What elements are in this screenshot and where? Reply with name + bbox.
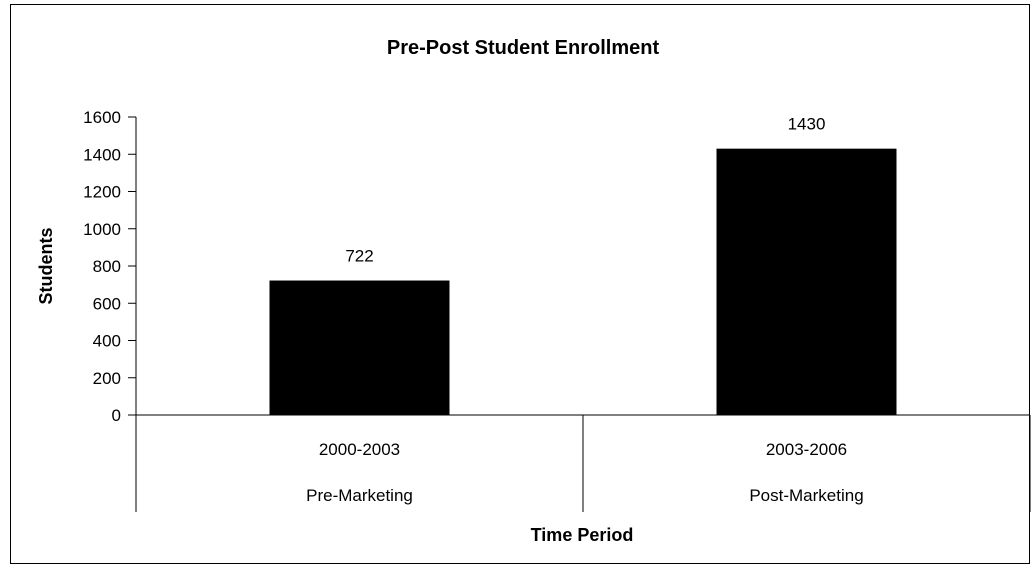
bar [269, 280, 450, 415]
y-tick-label: 1000 [83, 220, 121, 239]
chart-title: Pre-Post Student Enrollment [387, 37, 660, 59]
y-tick-label: 600 [93, 294, 121, 313]
y-axis-label: Students [36, 227, 56, 304]
x-group-label: Pre-Marketing [306, 486, 413, 505]
y-tick-label: 400 [93, 332, 121, 351]
bar [716, 148, 897, 415]
y-tick-label: 1400 [83, 145, 121, 164]
y-tick-label: 200 [93, 369, 121, 388]
y-tick-label: 800 [93, 257, 121, 276]
data-label: 1430 [788, 115, 826, 134]
x-tick-label: 2000-2003 [319, 440, 400, 459]
y-tick-label: 1600 [83, 108, 121, 127]
y-tick-label: 0 [112, 406, 121, 425]
y-tick-label: 1200 [83, 183, 121, 202]
plot-area: 0 200 400 600 800 1000 1200 1400 1600 722 2000-200… [83, 108, 1031, 512]
x-axis-label: Time Period [531, 525, 634, 545]
x-group-label: Post-Marketing [749, 486, 863, 505]
data-label: 722 [345, 247, 373, 266]
x-tick-label: 2003-2006 [766, 440, 847, 459]
